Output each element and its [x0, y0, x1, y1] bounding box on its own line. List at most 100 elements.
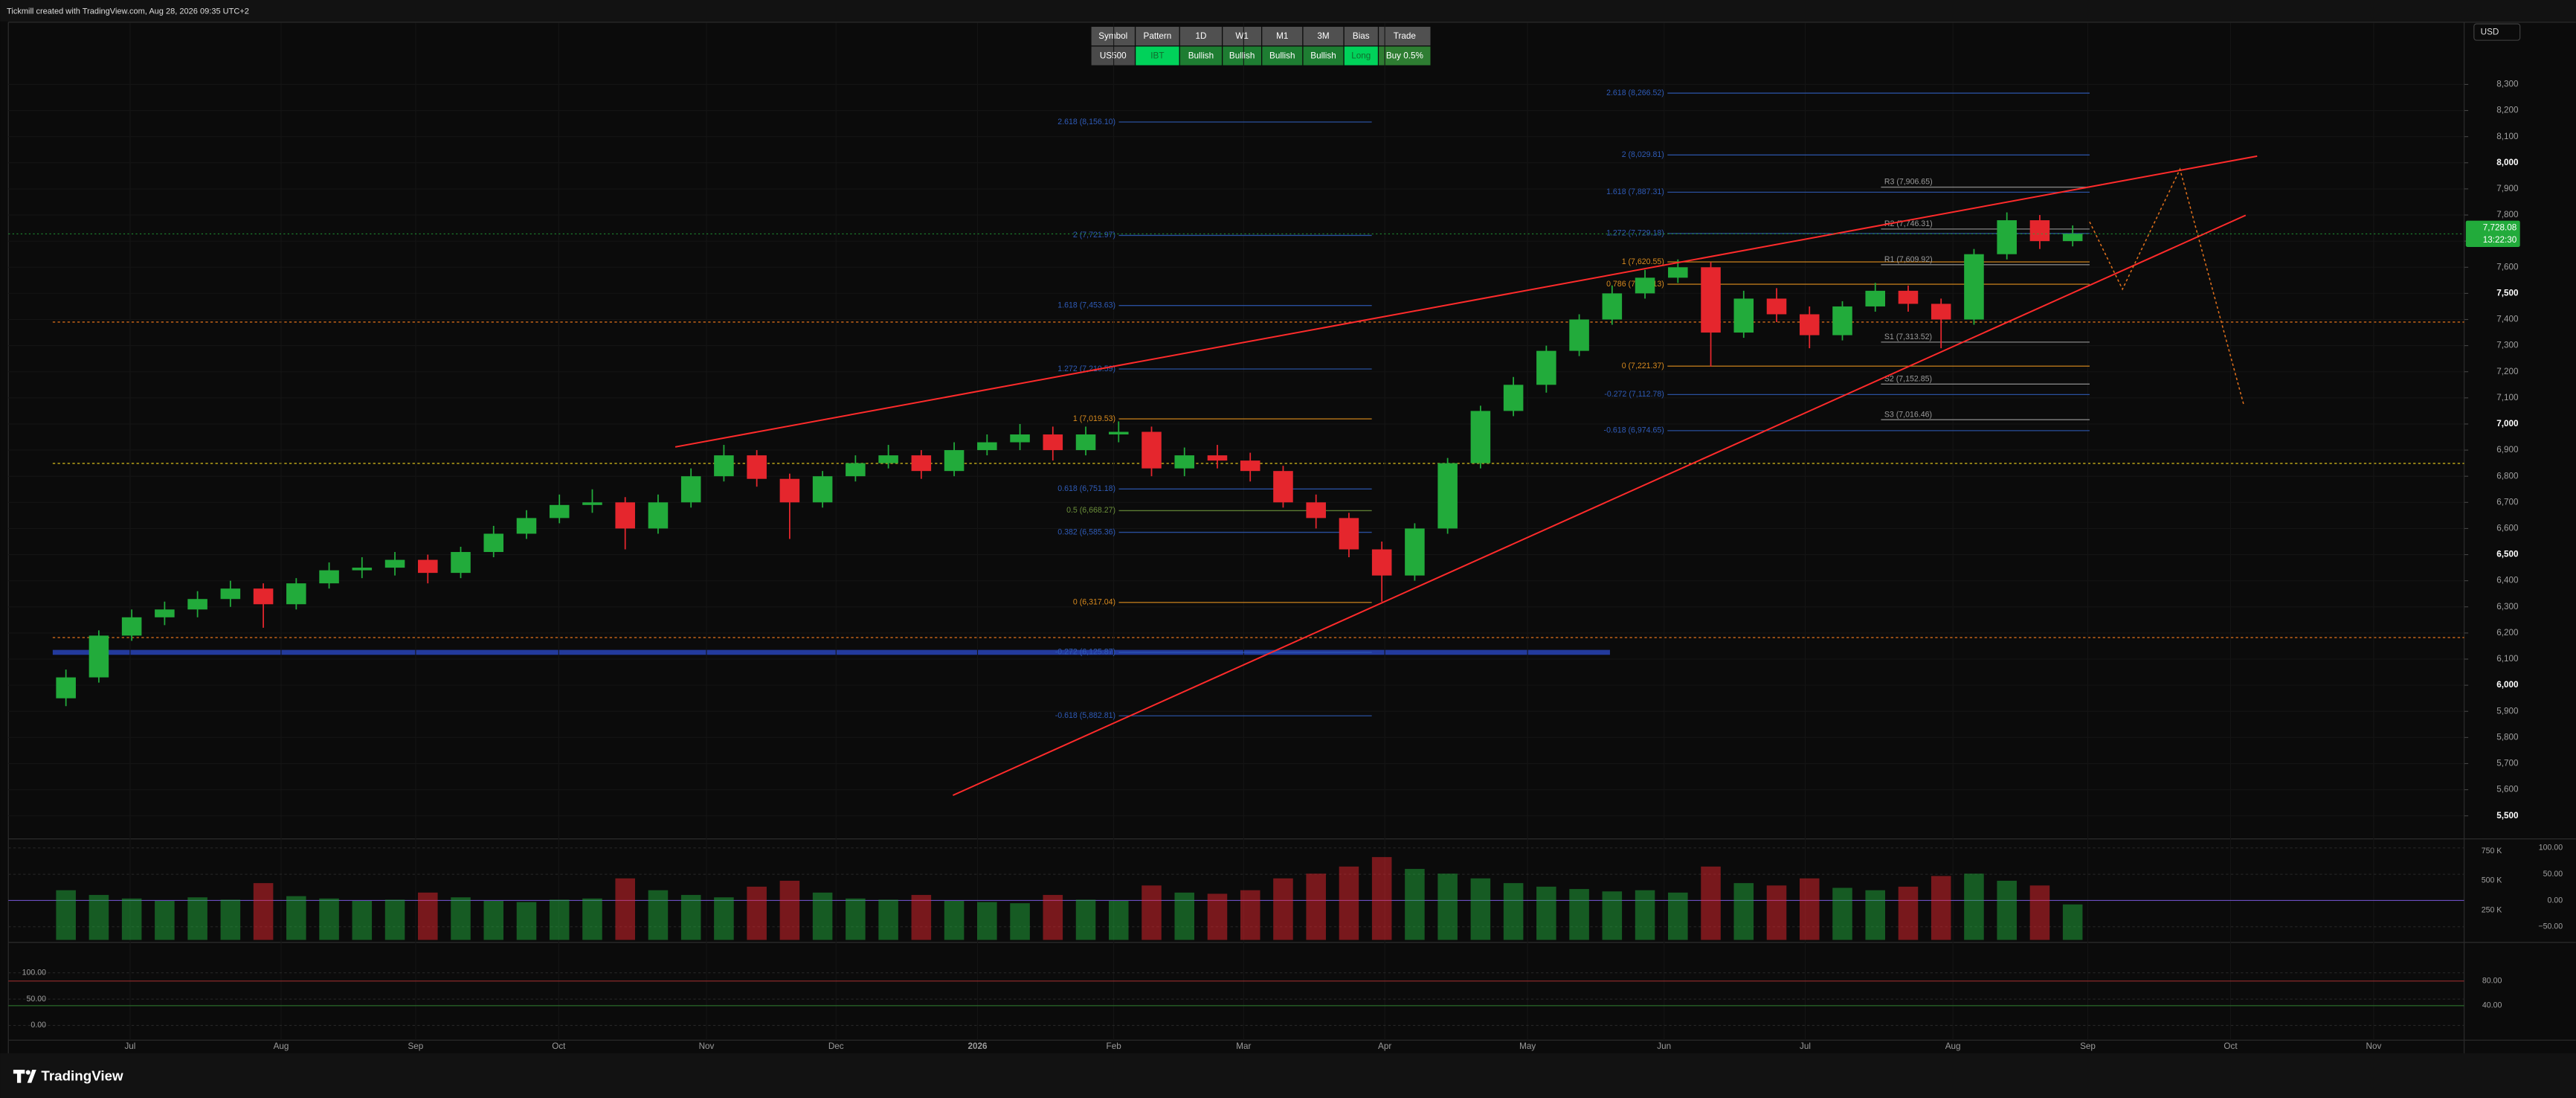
volume-bar: [451, 897, 471, 940]
volume-bar: [582, 898, 602, 940]
volume-bar: [747, 886, 767, 940]
level-label: 0 (7,221.37): [1622, 362, 1664, 370]
table-header-cell: [1136, 27, 1179, 46]
volume-bar: [483, 900, 504, 940]
table-cell-text: Bullish: [1188, 51, 1214, 61]
table-header-text: M1: [1276, 31, 1288, 41]
credit-text: Tickmill created with TradingView.com, A…: [7, 7, 249, 16]
volume-bar: [1898, 886, 1919, 940]
candle-body: [1536, 350, 1556, 385]
volume-bar: [516, 902, 537, 940]
y-tick-label: 100.00: [2539, 844, 2563, 853]
table-cell: [1262, 46, 1303, 65]
volume-bar: [714, 897, 734, 940]
y2-tick-label: 750 K: [2482, 847, 2502, 855]
y-tick-label: 6,700: [2496, 497, 2519, 507]
candle-body: [846, 463, 866, 477]
level-label: 0.382 (6,585.36): [1057, 527, 1115, 536]
currency-label[interactable]: USD: [2481, 28, 2499, 37]
candle-body: [1799, 314, 1820, 336]
candle-body: [516, 518, 537, 534]
y-tick-label: 8,100: [2496, 132, 2519, 141]
candle-body: [155, 609, 175, 617]
candle-body: [418, 559, 438, 574]
candle-body: [1832, 306, 1852, 336]
table-cell-text: IBT: [1150, 51, 1164, 61]
candle-body: [1339, 518, 1359, 550]
candle-body: [878, 455, 898, 463]
candle-body: [1569, 319, 1589, 351]
candle-body: [779, 478, 800, 503]
level-label: -0.272 (6,125.87): [1055, 648, 1115, 657]
x-tick-label: May: [1519, 1041, 1536, 1051]
y-tick-label: 7,500: [2496, 288, 2519, 298]
level-label: S2 (7,152.85): [1884, 374, 1932, 383]
volume-bar: [846, 898, 866, 940]
y-tick-label: 0.00: [30, 1021, 46, 1030]
x-tick-label: 2026: [967, 1041, 988, 1051]
table-cell-text: Bullish: [1229, 51, 1255, 61]
y-tick-label: 5,900: [2496, 706, 2519, 716]
candle-body: [2029, 220, 2050, 242]
y-tick-label: 6,800: [2496, 471, 2519, 481]
candle-body: [911, 455, 932, 472]
level-label: S1 (7,313.52): [1884, 333, 1932, 341]
level-label: 1.272 (7,210.59): [1057, 365, 1115, 373]
candle-body: [384, 559, 405, 568]
level-label: 1.618 (7,887.31): [1606, 187, 1664, 196]
table-header-cell: [1262, 27, 1303, 46]
level-label: -0.618 (5,882.81): [1055, 711, 1115, 720]
y-tick-label: 7,000: [2496, 419, 2519, 428]
candle-body: [1405, 528, 1425, 576]
x-tick-label: Mar: [1236, 1041, 1251, 1051]
volume-bar: [1964, 873, 1984, 940]
y-tick-label: 7,900: [2496, 184, 2519, 193]
level-label: 0.618 (6,751.18): [1057, 484, 1115, 493]
y-tick-label: 5,600: [2496, 785, 2519, 794]
table-cell-text: Bullish: [1310, 51, 1336, 61]
y-tick-label: 8,000: [2496, 158, 2519, 167]
y-tick-label: 50.00: [27, 995, 47, 1004]
volume-bar: [1569, 889, 1589, 940]
candle-body: [1142, 431, 1162, 469]
y-tick-label: 5,800: [2496, 732, 2519, 742]
volume-bar: [1635, 890, 1655, 940]
candle-body: [944, 450, 965, 472]
volume-bar: [1799, 878, 1820, 940]
volume-bar: [1108, 900, 1129, 940]
y-tick-label: 6,200: [2496, 628, 2519, 638]
table-header-cell: [1303, 27, 1344, 46]
volume-bar: [1075, 899, 1096, 940]
x-tick-label: Jun: [1657, 1041, 1671, 1051]
y-tick-label: 5,500: [2496, 811, 2519, 821]
footer-bar: [0, 1053, 2576, 1098]
pane-borders: [7, 22, 2576, 1053]
table-header-cell: [1179, 27, 1222, 46]
y-tick-label: 100.00: [22, 968, 47, 977]
candle-body: [1602, 293, 1623, 320]
candle-body: [352, 568, 373, 571]
x-tick-label: Aug: [1945, 1041, 1961, 1051]
candle-body: [1668, 267, 1688, 278]
candle-body: [1931, 304, 1951, 320]
table-cell: [1223, 46, 1261, 65]
volume-bar: [2029, 885, 2050, 940]
volume-bar: [286, 896, 306, 940]
volume-bar: [1766, 885, 1787, 940]
last-price-label: 7,728.08: [2483, 222, 2517, 232]
table-header-text: 3M: [1317, 31, 1329, 41]
table-header-text: 1D: [1195, 31, 1206, 41]
blue-zone: [52, 649, 1610, 655]
volume-bar: [1207, 893, 1228, 940]
volume-bar: [155, 900, 175, 940]
volume-bar: [1832, 887, 1852, 940]
volume-bar: [1273, 878, 1293, 940]
wedge-lower: [952, 214, 2247, 797]
candle-body: [582, 502, 602, 505]
projection: [2089, 167, 2245, 406]
currency-box[interactable]: [2473, 23, 2521, 41]
y-tick-label: 7,800: [2496, 210, 2519, 219]
volume-bar: [2062, 904, 2083, 940]
level-label: 1 (7,019.53): [1073, 414, 1115, 423]
y-tick-label: 0.00: [2547, 896, 2563, 905]
